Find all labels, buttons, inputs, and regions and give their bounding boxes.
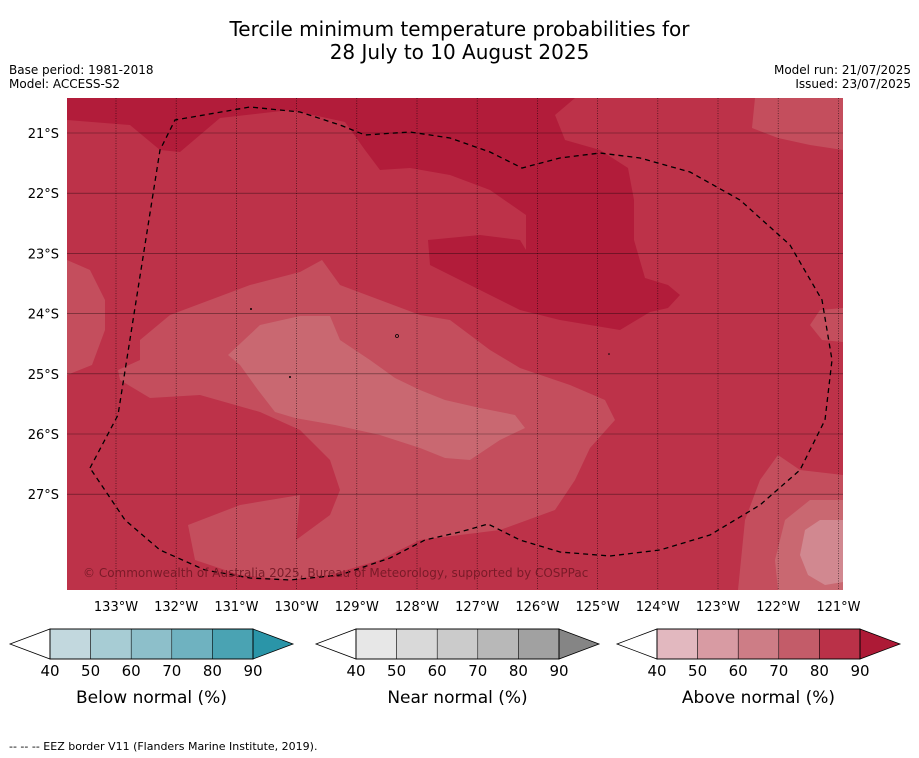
region-60-central <box>228 316 525 460</box>
longitude-tick-label: 127°W <box>455 600 499 615</box>
eez-border <box>89 106 833 581</box>
colorbar-tick-label: 80 <box>203 662 222 680</box>
longitude-tick-label: 131°W <box>214 600 258 615</box>
colorbar-segment <box>477 628 519 660</box>
colorbar-frame <box>49 628 254 660</box>
colorbar-tick-label: 60 <box>729 662 748 680</box>
colorbar-2: 40 50 60 70 80 90 Above normal (%) <box>615 628 902 708</box>
colorbar-extend-max <box>859 628 902 660</box>
latitude-tick-label: 23°S <box>28 247 59 262</box>
longitude-tick-label: 124°W <box>636 600 680 615</box>
latitude-tick-label: 27°S <box>28 488 59 503</box>
colorbar-tick-label: 60 <box>428 662 447 680</box>
title-line-1: Tercile minimum temperature probabilitie… <box>229 17 690 41</box>
colorbar-segment <box>697 628 739 660</box>
colorbar-segment <box>49 628 91 660</box>
colorbar-tick-label: 40 <box>40 662 59 680</box>
colorbar-tick-label: 70 <box>162 662 181 680</box>
colorbar-tick-label: 50 <box>81 662 100 680</box>
latitude-tick-label: 26°S <box>28 428 59 443</box>
colorbar-tick-label: 80 <box>810 662 829 680</box>
latitude-tick-label: 22°S <box>28 187 59 202</box>
colorbar-extend-min <box>615 628 658 660</box>
longitude-tick-label: 126°W <box>515 600 559 615</box>
colorbar-segment <box>819 628 861 660</box>
copyright-notice: © Commonwealth of Australia 2025, Bureau… <box>83 566 588 580</box>
longitude-tick-label: 130°W <box>275 600 319 615</box>
colorbar-segment <box>737 628 780 660</box>
colorbar-tick-label: 70 <box>769 662 788 680</box>
latitude-tick-label: 21°S <box>28 127 59 142</box>
base-period-label: Base period: 1981-2018 <box>9 63 154 77</box>
colorbar-segment <box>90 628 132 660</box>
latitude-tick-label: 25°S <box>28 368 59 383</box>
colorbar-extend-max <box>558 628 601 660</box>
colorbar-segment <box>436 628 479 660</box>
colorbar-tick-label: 40 <box>647 662 666 680</box>
colorbar-segment <box>171 628 213 660</box>
colorbar-segment <box>355 628 397 660</box>
colorbar-1: 40 50 60 70 80 90 Near normal (%) <box>314 628 601 708</box>
region-90-north <box>67 98 680 330</box>
colorbar-title: Below normal (%) <box>76 688 227 708</box>
colorbar-tick-label: 50 <box>688 662 707 680</box>
region-70-ne <box>752 98 843 150</box>
longitude-tick-label: 125°W <box>576 600 620 615</box>
colorbar-extend-min <box>314 628 357 660</box>
region-70-west <box>67 260 105 375</box>
colorbar-segment <box>130 628 173 660</box>
island-marker <box>250 308 252 310</box>
colorbar-frame <box>355 628 560 660</box>
colorbar-tick-label: 90 <box>850 662 869 680</box>
island-marker <box>608 353 610 355</box>
title-line-2: 28 July to 10 August 2025 <box>329 40 590 64</box>
region-50-east <box>800 520 843 585</box>
map-area: © Commonwealth of Australia 2025, Bureau… <box>67 98 843 590</box>
colorbar-extend-max <box>252 628 295 660</box>
colorbar-tick-label: 60 <box>122 662 141 680</box>
colorbar-legends: 40 50 60 70 80 90 Below normal (%) 40 50 60 70 80 90… <box>8 628 902 708</box>
colorbar-segment <box>518 628 560 660</box>
longitude-tick-label: 129°W <box>335 600 379 615</box>
issued-label: Issued: 23/07/2025 <box>795 77 911 91</box>
colorbar-tick-label: 50 <box>387 662 406 680</box>
colorbar-frame <box>656 628 861 660</box>
graticule <box>67 98 843 590</box>
latitude-labels: 21°S 22°S 23°S 24°S 25°S 26°S 27°S <box>28 127 59 503</box>
run-info-right: Model run: 21/07/2025 Issued: 23/07/2025 <box>774 63 911 91</box>
longitude-labels: 133°W 132°W 131°W 130°W 129°W 128°W 127°W 126°W… <box>94 600 861 615</box>
island-marker <box>289 376 291 378</box>
longitude-tick-label: 122°W <box>756 600 800 615</box>
colorbar-tick-label: 40 <box>346 662 365 680</box>
colorbar-tick-label: 80 <box>509 662 528 680</box>
longitude-tick-label: 128°W <box>395 600 439 615</box>
eez-footnote: -- -- -- EEZ border V11 (Flanders Marine… <box>9 740 318 753</box>
longitude-tick-label: 133°W <box>94 600 138 615</box>
longitude-tick-label: 132°W <box>154 600 198 615</box>
longitude-tick-label: 123°W <box>696 600 740 615</box>
colorbar-segment <box>656 628 698 660</box>
map-title: Tercile minimum temperature probabilitie… <box>0 18 919 64</box>
colorbar-tick-label: 90 <box>243 662 262 680</box>
latitude-tick-label: 24°S <box>28 308 59 323</box>
colorbar-title: Near normal (%) <box>387 688 527 708</box>
colorbar-segment <box>396 628 438 660</box>
model-label: Model: ACCESS-S2 <box>9 77 121 91</box>
colorbar-segment <box>212 628 254 660</box>
colorbar-segment <box>778 628 820 660</box>
colorbar-tick-label: 90 <box>549 662 568 680</box>
colorbar-0: 40 50 60 70 80 90 Below normal (%) <box>8 628 295 708</box>
run-info-left: Base period: 1981-2018 Model: ACCESS-S2 <box>9 63 154 91</box>
colorbar-title: Above normal (%) <box>682 688 835 708</box>
longitude-tick-label: 121°W <box>816 600 860 615</box>
colorbar-tick-label: 70 <box>468 662 487 680</box>
region-70-ne-edge <box>810 308 843 342</box>
island-marker <box>395 334 399 338</box>
model-run-label: Model run: 21/07/2025 <box>773 63 911 77</box>
colorbar-extend-min <box>8 628 51 660</box>
